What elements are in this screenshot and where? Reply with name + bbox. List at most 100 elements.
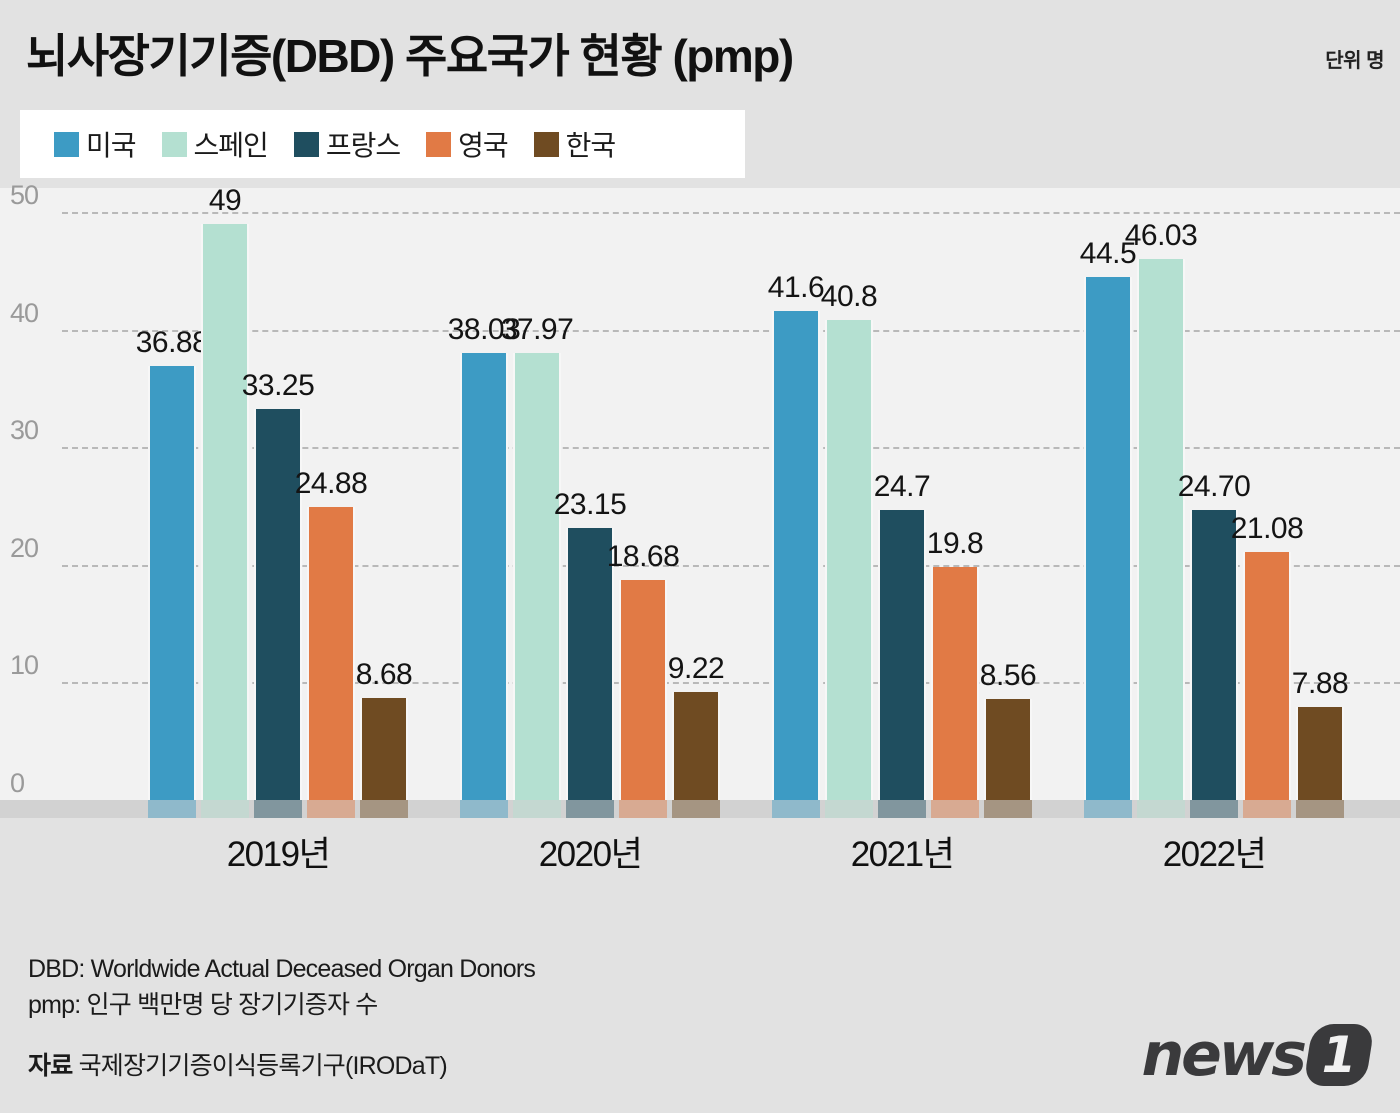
legend-swatch-icon [426, 131, 452, 157]
legend-label: 프랑스 [325, 130, 401, 161]
bar-value-label: 7.88 [1291, 667, 1349, 701]
legend-label: 영국 [458, 130, 509, 161]
baseline-shadow-band [0, 800, 1400, 818]
bar-0-4 [360, 697, 408, 800]
bar-value-label: 24.88 [294, 467, 368, 501]
legend-item-2: 프랑스 [293, 124, 401, 164]
bar-reflection [1296, 800, 1344, 818]
gridline [62, 212, 1400, 214]
legend-item-1: 스페인 [161, 124, 269, 164]
legend-swatch-icon [533, 131, 559, 157]
bar-value-label: 9.22 [667, 651, 725, 685]
bar-value-label: 33.25 [241, 368, 315, 402]
bar-2-1 [825, 320, 873, 800]
bar-value-label: 24.70 [1177, 469, 1251, 503]
bar-2-2 [878, 509, 926, 800]
bar-reflection [878, 800, 926, 818]
gridline [62, 564, 1400, 567]
legend-item-3: 영국 [426, 124, 509, 164]
bar-reflection [984, 800, 1032, 818]
bar-reflection [513, 800, 561, 818]
bar-3-2 [1190, 509, 1238, 800]
bar-value-label: 24.7 [873, 469, 931, 503]
unit-label: 단위 명 [1325, 50, 1384, 72]
bar-reflection [148, 800, 196, 818]
bar-series-container: 36.88 49 33.25 24.88 8.68 38.03 37.97 23.15 18.6… [0, 184, 1400, 800]
bar-value-label: 36.88 [135, 326, 209, 360]
bar-value-label: 19.8 [926, 527, 984, 561]
legend-swatch-icon [293, 131, 319, 157]
news1-logo-badge [1303, 1024, 1375, 1086]
page-title: 뇌사장기기증(DBD) 주요국가 현황 (pmp) [26, 30, 794, 82]
bar-3-3 [1243, 552, 1291, 800]
bar-reflection [1084, 800, 1132, 818]
x-tick-label-2: 2021년 [850, 835, 955, 874]
y-tick-label: 40 [10, 297, 39, 328]
bar-0-1 [201, 223, 249, 800]
bar-1-0 [460, 352, 508, 800]
bar-value-label: 8.68 [355, 657, 413, 691]
bar-2-0 [772, 310, 820, 800]
legend-label: 한국 [565, 130, 617, 161]
chart-legend: 미국 스페인 프랑스 영국 한국 [20, 110, 745, 178]
bar-3-4 [1296, 707, 1344, 800]
gridline [62, 447, 1400, 450]
y-tick-label: 20 [10, 532, 39, 563]
bar-2-4 [984, 699, 1032, 800]
bar-1-3 [619, 580, 667, 800]
bar-0-2 [254, 408, 302, 800]
x-tick-label-1: 2020년 [538, 835, 643, 874]
bar-1-4 [672, 691, 720, 800]
bar-reflection [672, 800, 720, 818]
footnotes: DBD: Worldwide Actual Deceased Organ Don… [28, 952, 536, 1023]
bar-2-3 [931, 567, 979, 800]
bar-reflection [1243, 800, 1291, 818]
bar-reflection [931, 800, 979, 818]
gridline [62, 682, 1400, 685]
bar-reflection [1137, 800, 1185, 818]
y-tick-label: 30 [10, 415, 39, 446]
bar-reflection [619, 800, 667, 818]
bar-value-label: 44.5 [1079, 236, 1137, 270]
bar-reflection [566, 800, 614, 818]
x-tick-label-3: 2022년 [1162, 835, 1267, 874]
bar-1-1 [513, 353, 561, 800]
bar-3-1 [1137, 258, 1185, 800]
bar-reflection [1190, 800, 1238, 818]
news1-logo-wordmark: news [1141, 1020, 1307, 1090]
bar-value-label: 21.08 [1230, 512, 1304, 546]
x-tick-label-0: 2019년 [226, 835, 331, 874]
bar-value-label: 37.97 [500, 313, 574, 347]
bar-value-label: 8.56 [979, 659, 1037, 693]
y-tick-label: 0 [10, 768, 25, 798]
source-line: 자료 국제장기기증이식등록기구(IRODaT) [28, 1046, 448, 1082]
bar-reflection [825, 800, 873, 818]
legend-item-0: 미국 [54, 124, 137, 164]
footnote-pmp: pmp: 인구 백만명 당 장기기증자 수 [28, 990, 378, 1019]
source-value: 국제장기기증이식등록기구(IRODaT) [78, 1052, 448, 1080]
plot-area: 0 10 20 30 40 50 36.88 49 33.25 24.88 8.68 38.03 37… [0, 182, 1400, 800]
bar-value-label: 49 [208, 183, 242, 217]
bar-reflection [460, 800, 508, 818]
bar-reflection [772, 800, 820, 818]
y-tick-label: 10 [10, 650, 39, 681]
bar-1-2 [566, 527, 614, 800]
x-axis-labels: 2019년 2020년 2021년 2022년 [0, 826, 1400, 878]
legend-label: 미국 [86, 130, 137, 161]
bar-reflection [360, 800, 408, 818]
legend-swatch-icon [54, 131, 79, 157]
news1-logo: news [1141, 1020, 1375, 1090]
bar-reflection [307, 800, 355, 818]
legend-item-4: 한국 [533, 124, 617, 164]
bar-value-label: 41.6 [767, 270, 825, 304]
bar-value-label: 23.15 [553, 487, 627, 521]
bar-value-label: 18.68 [606, 540, 680, 574]
gridline [62, 329, 1400, 332]
source-label: 자료 [28, 1052, 73, 1080]
bar-value-label: 40.8 [820, 280, 878, 314]
bar-reflection [201, 800, 249, 818]
y-tick-label: 50 [10, 180, 39, 210]
bar-value-label: 46.03 [1124, 218, 1198, 252]
legend-label: 스페인 [193, 130, 269, 161]
